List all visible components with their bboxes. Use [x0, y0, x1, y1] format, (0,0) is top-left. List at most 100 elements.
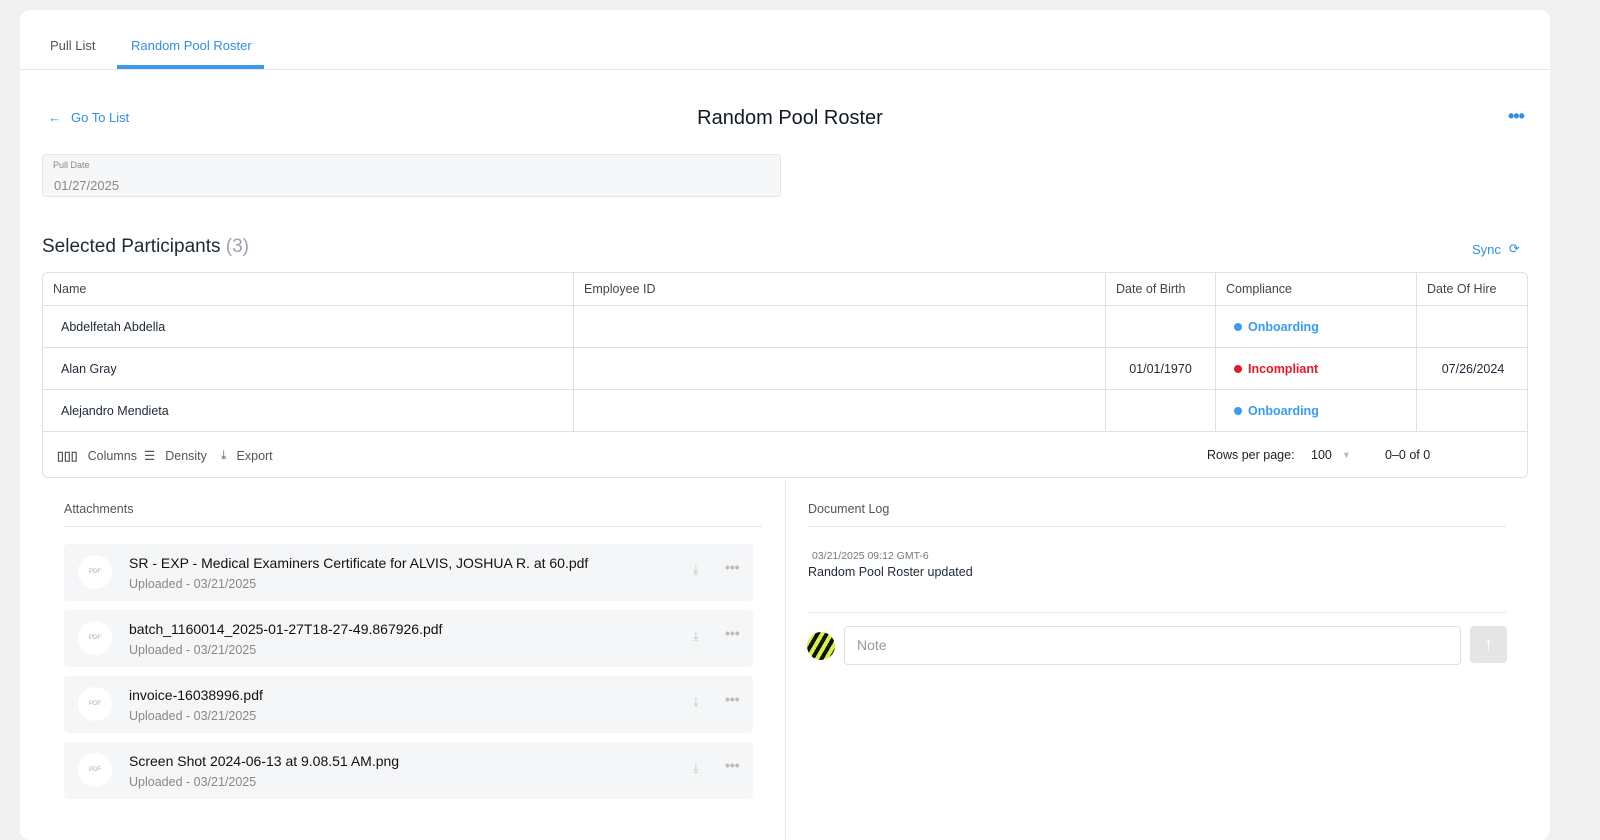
attachment-item[interactable]: PDF Screen Shot 2024-06-13 at 9.08.51 AM… [64, 742, 753, 799]
column-header-compliance[interactable]: Compliance [1216, 273, 1417, 305]
download-icon: ⤓ [221, 448, 227, 462]
column-header-employee-id[interactable]: Employee ID [574, 273, 1106, 305]
chevron-down-icon: ▼ [1341, 450, 1351, 460]
tab-random-pool-roster[interactable]: Random Pool Roster [131, 38, 252, 53]
attachment-uploaded: Uploaded - 03/21/2025 [129, 709, 257, 723]
panel-divider [785, 480, 786, 840]
cell-compliance: Incompliant [1216, 348, 1417, 389]
page-title: Random Pool Roster [697, 107, 883, 129]
cell-compliance: Onboarding [1216, 306, 1417, 347]
send-button[interactable]: ↑ [1470, 626, 1507, 663]
attachment-uploaded: Uploaded - 03/21/2025 [129, 775, 257, 789]
pull-date-value: 01/27/2025 [54, 178, 120, 193]
density-icon: ☰ [144, 449, 156, 463]
cell-employee-id [574, 390, 1106, 431]
rows-per-page-select[interactable]: 100 ▼ [1311, 448, 1351, 462]
column-header-name[interactable]: Name [43, 273, 574, 305]
attachment-item[interactable]: PDF batch_1160014_2025-01-27T18-27-49.86… [64, 610, 753, 667]
go-to-list-link[interactable]: ← Go To List [48, 110, 129, 125]
divider [808, 526, 1506, 527]
cell-name: Alan Gray [43, 348, 574, 389]
file-pdf-icon: PDF [78, 687, 112, 721]
rows-per-page-label: Rows per page: [1207, 448, 1295, 462]
pull-date-field[interactable]: Pull Date 01/27/2025 [42, 154, 781, 197]
attachments-title: Attachments [64, 502, 134, 516]
cell-dob [1106, 306, 1216, 347]
cell-employee-id [574, 348, 1106, 389]
sync-label: Sync [1472, 241, 1501, 257]
attachment-item[interactable]: PDF invoice-16038996.pdf Uploaded - 03/2… [64, 676, 753, 733]
document-log-title: Document Log [808, 502, 890, 516]
divider [64, 526, 762, 527]
tab-bar: Pull List Random Pool Roster [20, 10, 1550, 70]
cell-hire [1417, 390, 1529, 431]
status-badge: Onboarding [1248, 319, 1319, 334]
active-tab-indicator [117, 65, 264, 69]
table-header: Name Employee ID Date of Birth Complianc… [43, 273, 1527, 306]
more-horizontal-icon[interactable]: ••• [725, 757, 740, 773]
cell-name: Abdelfetah Abdella [43, 306, 574, 347]
more-horizontal-icon[interactable]: ••• [1508, 106, 1525, 126]
more-horizontal-icon[interactable]: ••• [725, 559, 740, 575]
rows-per-page-value: 100 [1311, 448, 1332, 462]
cell-hire: 07/26/2024 [1441, 361, 1505, 376]
download-icon[interactable]: ⤓ [693, 628, 699, 643]
table-footer: ▯▯▯ Columns ☰ Density ⤓ Export Rows per pag… [43, 431, 1527, 479]
file-pdf-icon: PDF [78, 621, 112, 655]
go-to-list-label: Go To List [71, 110, 130, 125]
attachment-name[interactable]: SR - EXP - Medical Examiners Certificate… [129, 555, 589, 571]
more-horizontal-icon[interactable]: ••• [725, 691, 740, 707]
columns-icon: ▯▯▯ [57, 449, 78, 463]
file-pdf-icon: PDF [78, 753, 112, 787]
columns-button[interactable]: ▯▯▯ Columns [57, 448, 137, 464]
columns-label: Columns [87, 448, 137, 463]
cell-name: Alejandro Mendieta [43, 390, 574, 431]
file-pdf-icon: PDF [78, 555, 112, 589]
attachment-name[interactable]: batch_1160014_2025-01-27T18-27-49.867926… [129, 621, 443, 637]
attachment-uploaded: Uploaded - 03/21/2025 [129, 643, 257, 657]
cell-compliance: Onboarding [1216, 390, 1417, 431]
attachment-name[interactable]: Screen Shot 2024-06-13 at 9.08.51 AM.png [129, 753, 400, 769]
cell-dob [1106, 390, 1216, 431]
log-entry-time: 03/21/2025 09:12 GMT-6 [812, 550, 929, 562]
export-label: Export [236, 448, 273, 463]
arrow-left-icon: ← [48, 110, 61, 125]
status-dot-icon [1234, 322, 1242, 331]
note-input[interactable]: Note [844, 626, 1461, 665]
attachment-name[interactable]: invoice-16038996.pdf [129, 687, 263, 703]
download-icon[interactable]: ⤓ [693, 760, 699, 775]
cell-employee-id [574, 306, 1106, 347]
divider [808, 612, 1506, 613]
attachment-item[interactable]: PDF SR - EXP - Medical Examiners Certifi… [64, 544, 753, 601]
status-dot-icon [1234, 406, 1242, 415]
table-row[interactable]: Abdelfetah Abdella Onboarding [43, 306, 1527, 348]
download-icon[interactable]: ⤓ [693, 562, 699, 577]
column-header-dob[interactable]: Date of Birth [1106, 273, 1216, 305]
cell-hire [1417, 306, 1529, 347]
arrow-up-icon: ↑ [1484, 634, 1493, 654]
main-card: Pull List Random Pool Roster ← Go To Lis… [20, 10, 1550, 840]
status-badge: Incompliant [1248, 361, 1319, 376]
column-header-hire[interactable]: Date Of Hire [1427, 282, 1497, 296]
status-dot-icon [1234, 364, 1242, 373]
avatar [807, 632, 835, 660]
download-icon[interactable]: ⤓ [693, 694, 699, 709]
attachment-uploaded: Uploaded - 03/21/2025 [129, 577, 257, 591]
density-button[interactable]: ☰ Density [144, 448, 207, 464]
table-row[interactable]: Alan Gray 01/01/1970 Incompliant 07/26/2024 [43, 348, 1527, 390]
log-entry-text: Random Pool Roster updated [808, 565, 973, 579]
table-row[interactable]: Alejandro Mendieta Onboarding [43, 390, 1527, 432]
sync-button[interactable]: Sync ⟳ [1472, 241, 1520, 257]
section-title-text: Selected Participants [42, 236, 221, 257]
pagination-range: 0–0 of 0 [1385, 448, 1431, 462]
refresh-icon: ⟳ [1508, 241, 1520, 256]
cell-dob: 01/01/1970 [1106, 348, 1216, 389]
more-horizontal-icon[interactable]: ••• [725, 625, 740, 641]
tab-pull-list[interactable]: Pull List [50, 38, 96, 53]
pull-date-label: Pull Date [53, 160, 90, 170]
participant-count: (3) [225, 236, 250, 257]
participants-table: Name Employee ID Date of Birth Complianc… [42, 272, 1528, 478]
status-badge: Onboarding [1248, 403, 1319, 418]
density-label: Density [165, 448, 207, 463]
export-button[interactable]: ⤓ Export [221, 448, 273, 463]
